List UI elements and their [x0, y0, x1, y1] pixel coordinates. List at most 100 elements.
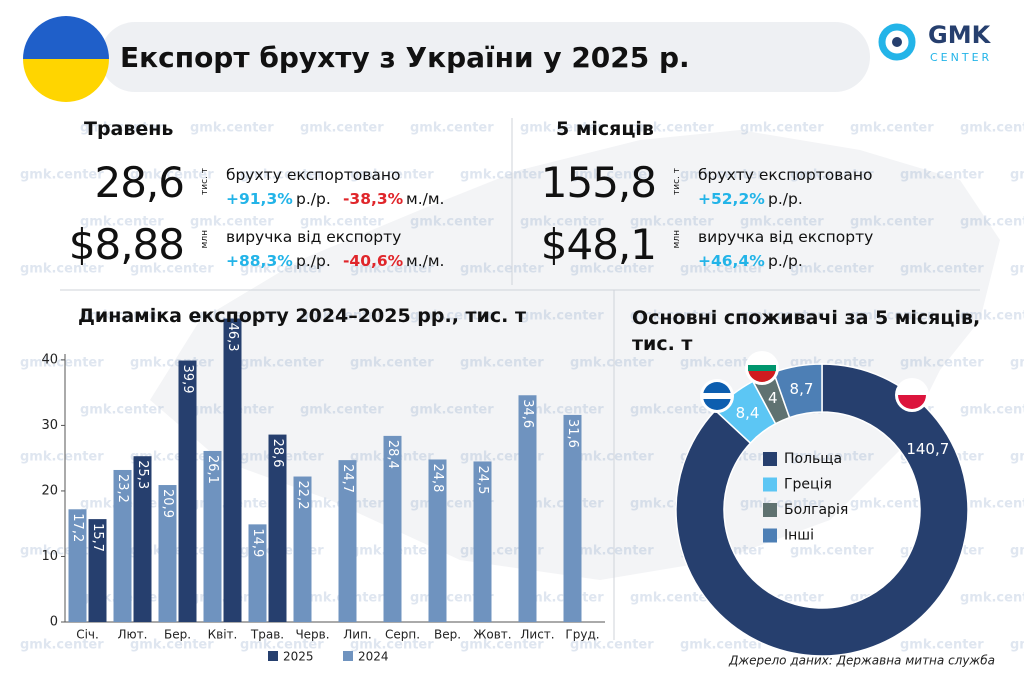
stat-label: виручка від експорту — [226, 228, 402, 246]
watermark: gmk.center — [680, 262, 764, 277]
stat-basis: р./р. — [296, 252, 331, 270]
legend-swatch — [763, 528, 777, 543]
watermark: gmk.center — [460, 356, 544, 371]
watermark: gmk.center — [190, 215, 274, 230]
watermark: gmk.center — [520, 121, 604, 136]
bar — [133, 456, 152, 622]
watermark: gmk.center — [80, 309, 164, 324]
logo-sub: CENTER — [930, 51, 992, 64]
watermark: gmk.center — [960, 215, 1024, 230]
stat-period: Травень — [84, 118, 174, 140]
value-label: 26,1 — [205, 455, 220, 484]
watermark: gmk.center — [900, 356, 984, 371]
watermark: gmk.center — [630, 403, 714, 418]
watermark: gmk.center — [20, 168, 104, 183]
watermark: gmk.center — [190, 121, 274, 136]
stat-unit: млн — [672, 230, 682, 249]
x-tick-label: Лист. — [520, 628, 554, 642]
value-label: 24,5 — [475, 465, 490, 494]
logo: GMK — [928, 21, 992, 49]
stat-unit: тис. т — [200, 168, 210, 196]
logo-icon — [878, 23, 916, 61]
bar — [518, 395, 537, 622]
watermark: gmk.center — [570, 356, 654, 371]
watermark: gmk.center — [410, 309, 494, 324]
value-label: 34,6 — [520, 399, 535, 428]
watermark: gmk.center — [960, 403, 1024, 418]
watermark: gmk.center — [850, 121, 934, 136]
flag-top — [703, 382, 731, 396]
x-tick-label: Трав. — [250, 628, 284, 642]
bar — [203, 450, 222, 622]
bar — [428, 459, 447, 622]
bar — [293, 476, 312, 622]
watermark: gmk.center — [20, 262, 104, 277]
watermark: gmk.center — [740, 497, 824, 512]
watermark: gmk.center — [80, 403, 164, 418]
watermark: gmk.center — [80, 215, 164, 230]
stat-unit: млн — [200, 230, 210, 249]
watermark: gmk.center — [1010, 356, 1024, 371]
watermark: gmk.center — [130, 262, 214, 277]
bar — [248, 524, 267, 622]
bar — [113, 469, 132, 622]
x-tick-label: Січ. — [76, 628, 99, 642]
value-label: 15,7 — [90, 523, 105, 552]
flag-mid — [748, 365, 776, 371]
stat-change: +88,3% — [226, 252, 293, 270]
watermark: gmk.center — [740, 309, 824, 324]
stat-change: +52,2% — [698, 190, 765, 208]
source: Джерело даних: Державна митна служба — [728, 654, 995, 668]
x-tick-label: Бер. — [164, 628, 191, 642]
bar — [473, 461, 492, 622]
watermark: gmk.center — [740, 215, 824, 230]
y-tick-label: 10 — [41, 549, 58, 564]
stat-basis: м./м. — [406, 190, 445, 208]
watermark: gmk.center — [900, 168, 984, 183]
watermark: gmk.center — [520, 403, 604, 418]
value-label: 8,4 — [736, 404, 760, 422]
stat-change: -40,6% — [343, 252, 404, 270]
legend-label: 2024 — [358, 650, 389, 664]
legend-label: Болгарія — [784, 502, 848, 518]
y-tick-label: 0 — [50, 615, 58, 630]
watermark: gmk.center — [960, 497, 1024, 512]
watermark: gmk.center — [410, 121, 494, 136]
value-label: 25,3 — [135, 460, 150, 489]
watermark: gmk.center — [960, 309, 1024, 324]
stat-period: 5 місяців — [556, 118, 654, 140]
stat-basis: р./р. — [768, 252, 803, 270]
watermark: gmk.center — [790, 168, 874, 183]
x-tick-label: Жовт. — [473, 628, 511, 642]
legend-swatch — [763, 452, 777, 466]
stat-basis: р./р. — [768, 190, 803, 208]
watermark: gmk.center — [300, 215, 384, 230]
bar — [178, 360, 197, 622]
value-label: 23,2 — [115, 474, 130, 503]
watermark: gmk.center — [130, 168, 214, 183]
value-label: 20,9 — [160, 489, 175, 518]
legend-swatch — [763, 503, 777, 517]
stat-value: 28,6 — [94, 158, 185, 207]
value-label: 8,7 — [790, 380, 814, 398]
watermark: gmk.center — [520, 309, 604, 324]
watermark: gmk.center — [240, 168, 324, 183]
chart-title: Основні споживачі за 5 місяців, тис. т — [632, 307, 981, 355]
country-flag — [895, 378, 929, 412]
watermark: gmk.center — [1010, 638, 1024, 653]
x-tick-label: Лип. — [343, 628, 371, 642]
watermark: gmk.center — [190, 309, 274, 324]
map-silhouette — [150, 130, 1000, 580]
watermark: gmk.center — [850, 497, 934, 512]
legend-swatch — [268, 651, 278, 661]
watermark: gmk.center — [570, 638, 654, 653]
logo-icon — [892, 37, 902, 47]
watermark: gmk.center — [790, 450, 874, 465]
value-label: 28,6 — [270, 439, 285, 468]
watermark: gmk.center — [570, 262, 654, 277]
stat-label: брухту експортовано — [226, 166, 401, 184]
legend-swatch — [763, 477, 777, 492]
legend-label: Інші — [784, 528, 814, 544]
flag-top — [748, 354, 776, 368]
watermark: gmk.center — [850, 215, 934, 230]
